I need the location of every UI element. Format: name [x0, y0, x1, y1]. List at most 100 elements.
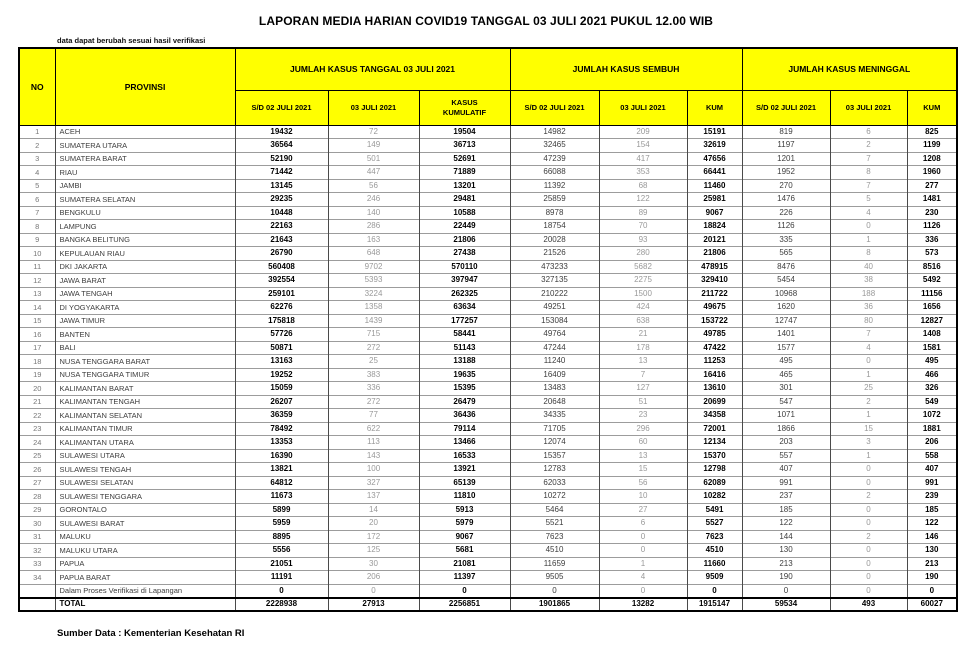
value-cell: 7	[829, 327, 908, 341]
row-number-cell: 16	[18, 327, 56, 341]
row-number-cell: 17	[18, 340, 56, 355]
value-cell: 0	[829, 570, 908, 584]
value-cell: 5527	[686, 516, 743, 530]
row-number-cell: 6	[18, 192, 56, 206]
value-cell: 25981	[686, 192, 743, 206]
value-cell: 0	[829, 583, 908, 598]
table-row: 34 PAPUA BARAT 11191 206 11397 9505 4 9509 190 0 1…	[18, 570, 958, 584]
table-row: 19 NUSA TENGGARA TIMUR 19252 383 19635 16409 7…	[18, 367, 958, 382]
row-number-cell: 3	[18, 151, 56, 166]
value-cell: 15059	[234, 381, 329, 395]
covid-report-table: NO PROVINSI JUMLAH KASUS TANGGAL 03 JULI…	[18, 47, 959, 612]
table-row: 32 MALUKU UTARA 5556 125 5681 4510 0 4510 130 0 13…	[18, 543, 958, 557]
value-cell: 7	[829, 151, 908, 166]
value-cell: 213	[906, 556, 958, 571]
value-cell: 0	[829, 219, 908, 233]
value-cell: 8	[829, 246, 908, 260]
value-cell: 1866	[741, 421, 831, 436]
header-sembuh-sd: S/D 02 JULI 2021	[509, 89, 600, 126]
value-cell: 12074	[509, 435, 600, 449]
value-cell: 11253	[686, 354, 743, 368]
value-cell: 62089	[686, 475, 743, 490]
row-number-cell	[18, 583, 56, 598]
value-cell: 383	[327, 367, 420, 382]
value-cell: 478915	[686, 259, 743, 274]
value-cell: 13	[598, 448, 688, 463]
table-row: 18 NUSA TENGGARA BARAT 13163 25 13188 11240 13…	[18, 354, 958, 368]
value-cell: 27913	[327, 596, 420, 611]
value-cell: 272	[327, 394, 420, 409]
value-cell: 52190	[234, 151, 329, 166]
value-cell: 65139	[418, 475, 511, 490]
value-cell: 10448	[234, 205, 329, 220]
province-cell: BANTEN	[54, 327, 236, 341]
value-cell: 8978	[509, 205, 600, 220]
value-cell: 1071	[741, 408, 831, 422]
value-cell: 0	[418, 583, 511, 598]
value-cell: 5464	[509, 502, 600, 517]
value-cell: 13188	[418, 354, 511, 368]
value-cell: 16533	[418, 448, 511, 463]
value-cell: 40	[829, 259, 908, 274]
value-cell: 60	[598, 435, 688, 449]
value-cell: 25859	[509, 192, 600, 206]
header-no: NO	[18, 47, 56, 126]
province-cell: Dalam Proses Verifikasi di Lapangan	[54, 583, 236, 598]
value-cell: 2	[829, 489, 908, 503]
value-cell: 1401	[741, 327, 831, 341]
value-cell: 246	[327, 192, 420, 206]
value-cell: 2	[829, 394, 908, 409]
value-cell: 178	[598, 340, 688, 355]
verification-note: data dapat berubah sesuai hasil verifika…	[57, 36, 206, 45]
value-cell: 327135	[509, 273, 600, 287]
value-cell: 137	[327, 489, 420, 503]
value-cell: 336	[906, 232, 958, 247]
value-cell: 3224	[327, 286, 420, 301]
value-cell: 11810	[418, 489, 511, 503]
value-cell: 20121	[686, 232, 743, 247]
value-cell: 63634	[418, 300, 511, 314]
value-cell: 9702	[327, 259, 420, 274]
value-cell: 9505	[509, 570, 600, 584]
table-row: 6 SUMATERA SELATAN 29235 246 29481 25859 122 25…	[18, 192, 958, 206]
province-cell: BALI	[54, 340, 236, 355]
value-cell: 209	[598, 124, 688, 139]
value-cell: 335	[741, 232, 831, 247]
value-cell: 13	[598, 354, 688, 368]
header-group-sembuh: JUMLAH KASUS SEMBUH	[509, 47, 743, 91]
value-cell: 5521	[509, 516, 600, 530]
value-cell: 127	[598, 381, 688, 395]
value-cell: 13610	[686, 381, 743, 395]
value-cell: 12783	[509, 462, 600, 476]
value-cell: 1197	[741, 138, 831, 152]
value-cell: 27	[598, 502, 688, 517]
value-cell: 465	[741, 367, 831, 382]
table-row: 12 JAWA BARAT 392554 5393 397947 327135 2275 32…	[18, 273, 958, 287]
table-row: 14 DI YOGYAKARTA 62276 1358 63634 49251 424 496…	[18, 300, 958, 314]
value-cell: 5979	[418, 516, 511, 530]
row-number-cell: 7	[18, 205, 56, 220]
value-cell: 154	[598, 138, 688, 152]
value-cell: 4510	[509, 543, 600, 557]
value-cell: 0	[327, 583, 420, 598]
value-cell: 495	[906, 354, 958, 368]
value-cell: 329410	[686, 273, 743, 287]
value-cell: 15	[598, 462, 688, 476]
value-cell: 32465	[509, 138, 600, 152]
value-cell: 49675	[686, 300, 743, 314]
value-cell: 560408	[234, 259, 329, 274]
header-sembuh-kum: KUM	[686, 89, 743, 126]
province-cell: MALUKU	[54, 529, 236, 544]
value-cell: 213	[741, 556, 831, 571]
value-cell: 18754	[509, 219, 600, 233]
value-cell: 565	[741, 246, 831, 260]
table-row: 11 DKI JAKARTA 560408 9702 570110 473233 5682 4…	[18, 259, 958, 274]
value-cell: 424	[598, 300, 688, 314]
value-cell: 473233	[509, 259, 600, 274]
row-number-cell: 19	[18, 367, 56, 382]
table-row: 8 LAMPUNG 22163 286 22449 18754 70 18824 1126 0 11…	[18, 219, 958, 233]
header-meninggal-03: 03 JULI 2021	[829, 89, 908, 126]
value-cell: 16409	[509, 367, 600, 382]
value-cell: 19504	[418, 124, 511, 139]
table-row: 17 BALI 50871 272 51143 47244 178 47422 1577 4 158…	[18, 340, 958, 355]
